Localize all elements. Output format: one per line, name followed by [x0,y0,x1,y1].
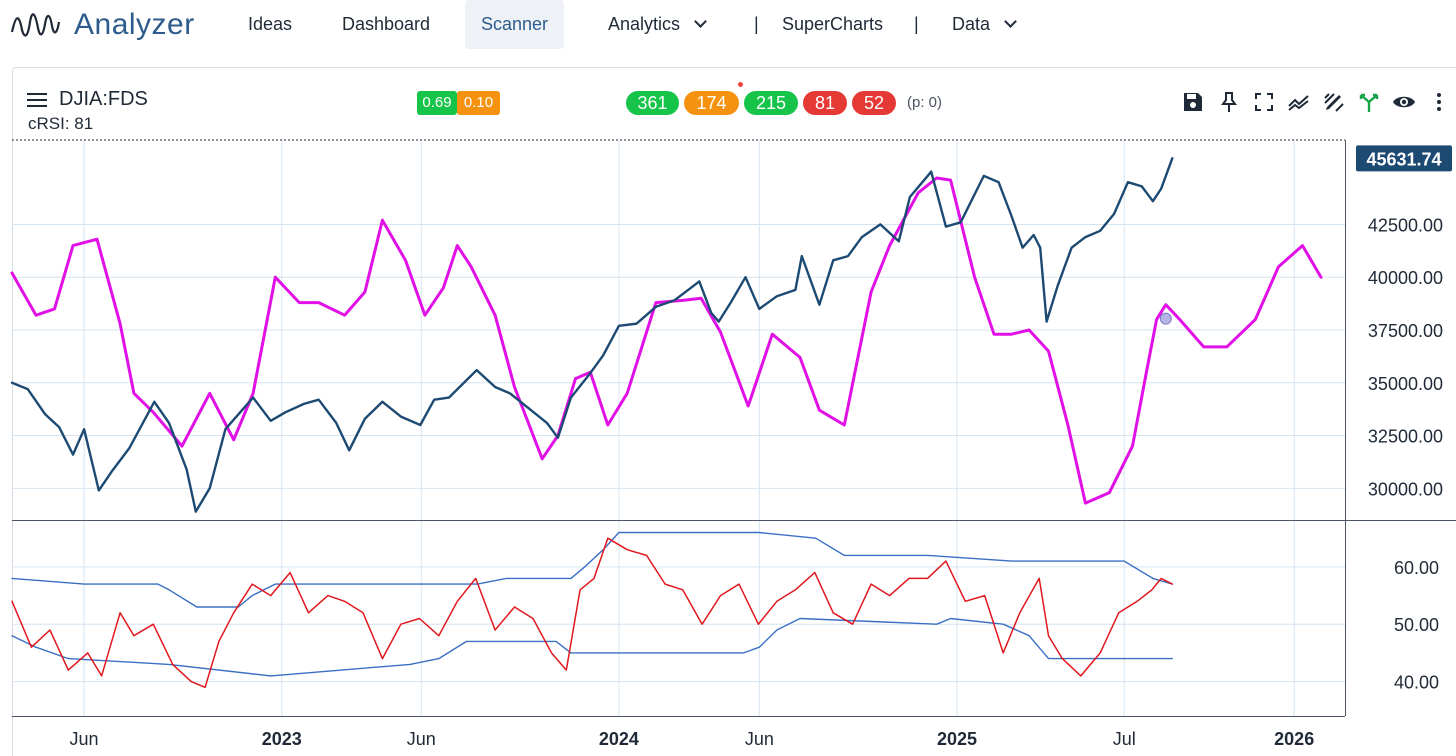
logo[interactable]: Analyzer [10,8,195,42]
y-tick-label: 37500.00 [1368,321,1443,341]
count-badge: 81 [803,91,847,115]
menu-icon[interactable] [27,93,47,108]
pin-icon[interactable] [1217,90,1241,114]
trend-icon[interactable] [1287,90,1311,114]
nav-separator: | [754,14,759,34]
y-tick-label: 32500.00 [1368,427,1443,447]
y-tick-label: 40.00 [1394,673,1439,693]
x-tick-label: 2023 [262,729,302,749]
fullscreen-icon[interactable] [1252,90,1276,114]
y-tick-label: 60.00 [1394,558,1439,578]
draw-icon[interactable] [1322,90,1346,114]
nav-dashboard[interactable]: Dashboard [342,14,431,34]
price-line [10,157,1174,513]
last-value-tag [1356,145,1452,172]
score-badge-green: 0.69 [417,91,457,115]
y-tick-label: 50.00 [1394,615,1439,635]
nav-analytics-label: Analytics [608,14,681,34]
top-nav: Analyzer Ideas Dashboard Scanner Analyti… [0,0,1456,50]
x-tick-label: Jun [407,729,436,749]
y-tick-label: 40000.00 [1368,268,1443,288]
crsi-line [11,537,1174,689]
x-tick-label: Jun [745,729,774,749]
notification-dot [738,82,743,87]
more-vertical-icon[interactable] [1427,90,1451,114]
last-value-label: 45631.74 [1366,149,1441,169]
nav-ideas[interactable]: Ideas [248,14,293,34]
nav-data-label: Data [952,14,991,34]
x-tick-label: 2025 [937,729,977,749]
chart-toolbar [1181,90,1451,114]
x-tick-label: Jul [1113,729,1136,749]
crsi-upper-band [11,531,1174,608]
x-tick-label: 2026 [1274,729,1314,749]
crsi-lower-band [11,617,1174,677]
p-note: (p: 0) [907,94,943,111]
y-tick-label: 30000.00 [1368,479,1443,499]
nav-separator: | [914,14,919,34]
save-icon[interactable] [1181,90,1205,114]
cycle-marker [1159,312,1172,325]
y-tick-label: 42500.00 [1368,215,1443,235]
symbol-label[interactable]: DJIA:FDS [59,88,148,110]
nav-data[interactable]: Data [952,0,1017,49]
count-badge: 361 [626,91,679,115]
logo-text: Analyzer [74,8,195,41]
nav-supercharts[interactable]: SuperCharts [782,14,884,34]
x-tick-label: Jun [70,729,99,749]
count-badge: 52 [852,91,896,115]
branch-icon[interactable] [1357,90,1381,114]
wave-logo-icon [10,13,60,37]
score-badge-orange: 0.10 [457,91,500,115]
x-tick-label: 2024 [599,729,639,749]
nav-analytics[interactable]: Analytics [608,0,707,49]
eye-icon[interactable] [1392,90,1416,114]
count-badge: 174 [684,91,739,115]
nav-scanner[interactable]: Scanner [465,0,565,49]
indicator-label: cRSI: 81 [28,114,94,133]
count-badge: 215 [744,91,798,115]
y-tick-label: 35000.00 [1368,374,1443,394]
chart-panel: DJIA:FDS cRSI: 81 0.69 0.10 361 174 215 … [12,67,1456,756]
